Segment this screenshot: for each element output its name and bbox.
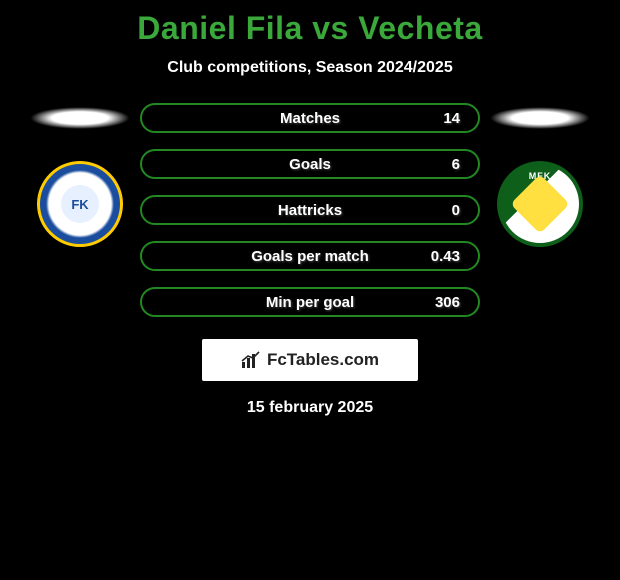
stat-label: Matches	[280, 110, 340, 127]
stat-value: 6	[452, 156, 460, 173]
stat-value: 306	[435, 294, 460, 311]
stat-value: 14	[443, 110, 460, 127]
subtitle: Club competitions, Season 2024/2025	[167, 59, 452, 77]
stat-value: 0	[452, 202, 460, 219]
brand-text: FcTables.com	[267, 350, 379, 370]
bar-chart-icon	[241, 351, 261, 369]
club-badge-left: FK	[37, 161, 123, 247]
player-silhouette-right	[490, 107, 590, 129]
date-text: 15 february 2025	[247, 399, 373, 417]
brand-watermark[interactable]: FcTables.com	[202, 339, 418, 381]
club-badge-left-label: FK	[61, 185, 99, 223]
main-row: FK Matches 14 Goals 6 Hattricks 0 Goals …	[0, 103, 620, 317]
player-silhouette-left	[30, 107, 130, 129]
stat-row: Min per goal 306	[140, 287, 480, 317]
left-player-col: FK	[20, 103, 140, 247]
stat-label: Hattricks	[278, 202, 342, 219]
stat-row: Hattricks 0	[140, 195, 480, 225]
stat-row: Matches 14	[140, 103, 480, 133]
stat-row: Goals 6	[140, 149, 480, 179]
page-title: Daniel Fila vs Vecheta	[137, 10, 482, 47]
stat-label: Goals per match	[251, 248, 369, 265]
club-badge-right-crest	[510, 174, 569, 233]
stat-value: 0.43	[431, 248, 460, 265]
stats-card: Daniel Fila vs Vecheta Club competitions…	[0, 0, 620, 427]
club-badge-right: MFK	[497, 161, 583, 247]
right-player-col: MFK	[480, 103, 600, 247]
stat-label: Goals	[289, 156, 331, 173]
stat-label: Min per goal	[266, 294, 354, 311]
stats-list: Matches 14 Goals 6 Hattricks 0 Goals per…	[140, 103, 480, 317]
stat-row: Goals per match 0.43	[140, 241, 480, 271]
